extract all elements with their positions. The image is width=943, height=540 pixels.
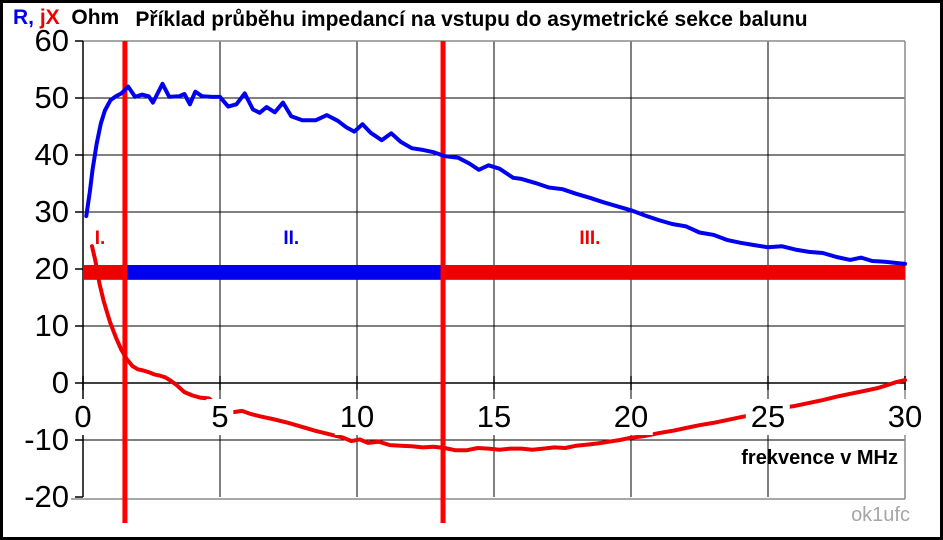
x-axis-title: frekvence v MHz xyxy=(741,447,898,469)
x-tick-label: 5 xyxy=(206,399,234,435)
x-tick-label: 0 xyxy=(69,399,97,435)
y-tick-label: 30 xyxy=(34,194,69,229)
zone-label-i: I. xyxy=(94,227,106,249)
legend-jx-label: jX xyxy=(34,6,60,29)
zone-band-i xyxy=(83,265,125,280)
zone-band-ii xyxy=(124,265,444,280)
x-tick-label: 20 xyxy=(608,399,654,435)
x-tick-label: 10 xyxy=(334,399,380,435)
y-tick-label: 50 xyxy=(34,80,69,115)
y-tick-label: 60 xyxy=(34,23,69,58)
zone-label-ii: II. xyxy=(283,227,300,249)
series-R xyxy=(84,81,907,266)
impedance-plot xyxy=(71,40,907,523)
y-tick-label: -20 xyxy=(24,479,69,514)
zone-band-iii xyxy=(443,265,905,280)
y-tick-label: 10 xyxy=(34,308,69,343)
y-tick-label: 0 xyxy=(51,365,69,400)
x-tick-label: 25 xyxy=(745,399,791,435)
legend-unit-label: Ohm xyxy=(59,6,120,29)
watermark: ok1ufc xyxy=(851,504,910,526)
zone-label-iii: III. xyxy=(579,227,601,249)
x-tick-label: 15 xyxy=(471,399,517,435)
y-tick-label: 40 xyxy=(34,137,69,172)
chart-title: Příklad průběhu impedancí na vstupu do a… xyxy=(135,8,808,31)
series-jX xyxy=(90,244,907,453)
y-axis-legend: R, jX Ohm xyxy=(13,6,119,30)
y-tick-label: 20 xyxy=(34,251,69,286)
legend-r-label: R, xyxy=(13,6,34,29)
y-tick-label: -10 xyxy=(24,422,69,457)
x-tick-label: 30 xyxy=(882,399,928,435)
